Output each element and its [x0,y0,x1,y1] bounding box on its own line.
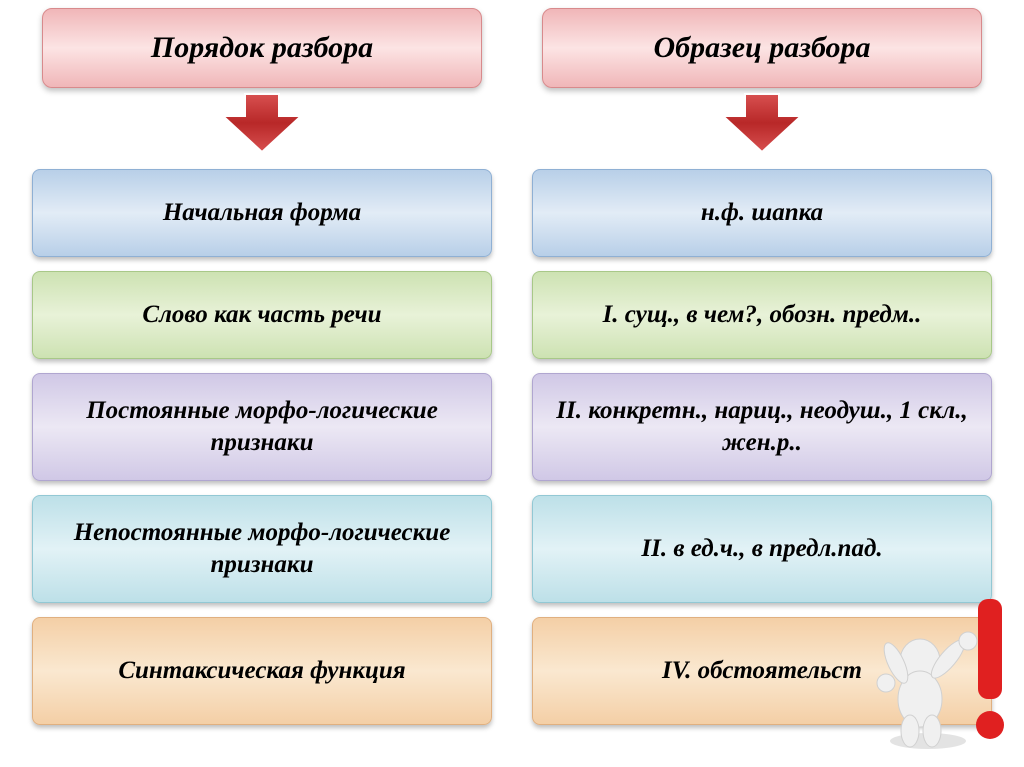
row-text: Постоянные морфо-логические признаки [51,395,473,459]
row-text: Начальная форма [163,197,361,229]
row-text: I. сущ., в чем?, обозн. предм.. [603,299,922,331]
row-text: Непостоянные морфо-логические признаки [51,517,473,581]
row-text: Слово как часть речи [142,299,381,331]
row-text: IV. обстоятельст [662,655,862,687]
left-header: Порядок разбора [42,8,482,88]
left-row-2: Слово как часть речи [32,271,492,359]
right-row-3: II. конкретн., нариц., неодуш., 1 скл., … [532,373,992,481]
right-row-2: I. сущ., в чем?, обозн. предм.. [532,271,992,359]
arrow-down-icon [717,92,807,159]
right-header-text: Образец разбора [653,31,870,65]
left-row-1: Начальная форма [32,169,492,257]
right-header: Образец разбора [542,8,982,88]
row-text: II. конкретн., нариц., неодуш., 1 скл., … [551,395,973,459]
character-figure-icon [860,591,1020,751]
arrow-down-icon [217,92,307,159]
left-row-3: Постоянные морфо-логические признаки [32,373,492,481]
row-text: н.ф. шапка [701,197,823,229]
left-row-4: Непостоянные морфо-логические признаки [32,495,492,603]
row-text: Синтаксическая функция [118,655,405,687]
left-row-5: Синтаксическая функция [32,617,492,725]
right-row-4: II. в ед.ч., в предл.пад. [532,495,992,603]
right-row-1: н.ф. шапка [532,169,992,257]
row-text: II. в ед.ч., в предл.пад. [641,533,882,565]
left-header-text: Порядок разбора [151,31,373,65]
left-column: Порядок разбора Начальная форма Слово ка… [32,8,492,739]
